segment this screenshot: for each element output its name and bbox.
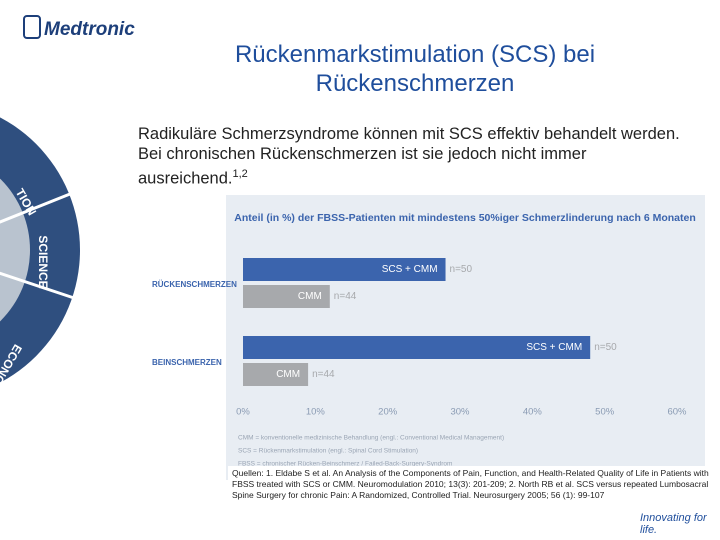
chart-footnote: FBSS = chronischer Rücken-Beinschmerz / … xyxy=(238,461,452,468)
logo-icon xyxy=(23,15,41,39)
wheel-divider xyxy=(0,188,81,224)
bar-series-label: SCS + CMM xyxy=(382,264,438,275)
sources: Quellen: 1. Eldabe S et al. An Analysis … xyxy=(228,466,716,503)
bar xyxy=(243,258,446,281)
x-tick-label: 30% xyxy=(450,407,470,418)
bar-series-label: SCS + CMM xyxy=(526,342,582,353)
bar-series-label: CMM xyxy=(276,369,300,380)
bar xyxy=(243,285,330,308)
sample-size-label: n=44 xyxy=(334,291,357,302)
bar-series-label: CMM xyxy=(298,291,322,302)
tagline: Innovating for life. xyxy=(640,512,707,536)
body-text: Radikuläre Schmerzsyndrome können mit SC… xyxy=(138,125,680,188)
sample-size-label: n=50 xyxy=(450,264,473,275)
bar xyxy=(243,363,309,386)
slide-title: Rückenmarkstimulation (SCS) bei Rückensc… xyxy=(234,41,596,97)
sample-size-label: n=50 xyxy=(594,342,617,353)
x-tick-label: 20% xyxy=(378,407,398,418)
chart-footnote: CMM = konventionelle medizinische Behand… xyxy=(238,435,504,442)
body-text: Radikuläre Schmerzsyndrome können mit SC… xyxy=(138,124,698,189)
category-label: RÜCKENSCHMERZEN xyxy=(152,280,237,289)
x-tick-label: 40% xyxy=(523,407,543,418)
x-tick-label: 0% xyxy=(236,407,250,418)
chart-title: Anteil (in %) der FBSS-Patienten mit min… xyxy=(234,212,696,224)
sample-size-label: n=44 xyxy=(312,369,335,380)
reference: 1,2 xyxy=(232,168,248,180)
wheel-divider xyxy=(0,271,81,302)
wheel-label: SCIENCE xyxy=(36,235,50,288)
category-label: BEINSCHMERZEN xyxy=(152,358,222,367)
x-tick-label: 60% xyxy=(667,407,687,418)
x-tick-label: 10% xyxy=(306,407,326,418)
bar xyxy=(243,336,591,359)
chart-footnote: SCS = Rückenmarkstimulation (engl.: Spin… xyxy=(238,448,418,455)
wheel xyxy=(0,117,80,383)
x-tick-label: 50% xyxy=(595,407,615,418)
logo: Medtronic xyxy=(44,19,135,40)
